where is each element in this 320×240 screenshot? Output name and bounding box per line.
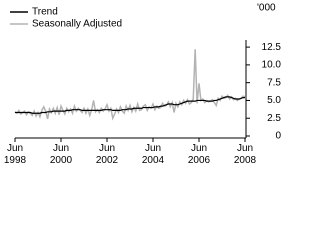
y-tick-label: 5.0 — [267, 95, 281, 106]
x-tick-label: Jun 2006 — [187, 143, 211, 166]
y-tick-label: 7.5 — [267, 77, 281, 88]
legend-label: Trend — [32, 7, 58, 18]
y-tick-label: 2.5 — [267, 113, 281, 124]
series-line — [14, 49, 246, 121]
x-tick-label: Jun 1998 — [3, 143, 27, 166]
y-tick-label: 12.5 — [262, 42, 282, 53]
series-line — [15, 96, 245, 114]
x-tick-label: Jun 2000 — [49, 143, 73, 166]
chart: '000 0 2.5 5.0 7.5 10.0 12.5 Trend Seasonally A… — [3, 3, 282, 166]
x-tick-label: Jun 2002 — [95, 143, 119, 166]
x-tick-label: Jun 2008 — [233, 143, 257, 166]
legend-label: Seasonally Adjusted — [32, 19, 122, 30]
y-tick-label: 0 — [275, 131, 281, 142]
x-tick-label: Jun 2004 — [141, 143, 165, 166]
y-unit: '000 — [257, 3, 276, 14]
y-tick-label: 10.0 — [262, 60, 282, 71]
